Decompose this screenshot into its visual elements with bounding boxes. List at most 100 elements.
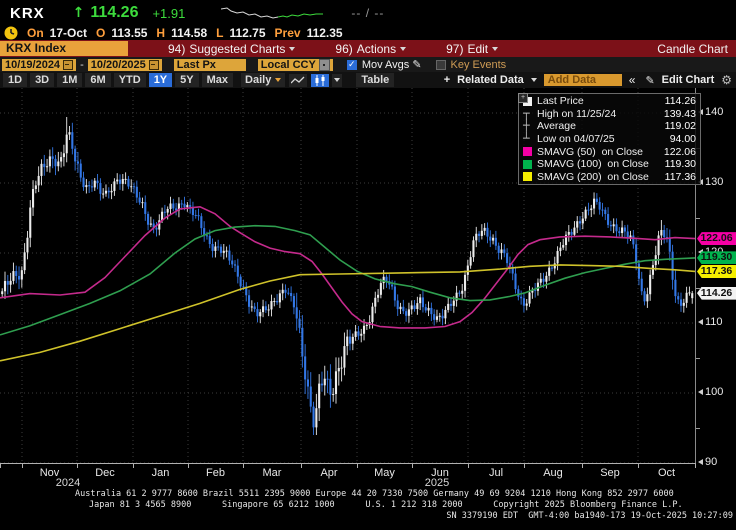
- month-label: Nov: [39, 467, 60, 479]
- mov-avgs-checkbox[interactable]: ✓: [346, 59, 357, 70]
- month-label: Aug: [543, 467, 563, 479]
- month-label: Jul: [488, 467, 504, 479]
- pencil-icon[interactable]: ✎: [412, 58, 422, 71]
- menu-edit[interactable]: 97) Edit: [446, 41, 499, 56]
- price-badge: 114.26: [697, 286, 736, 300]
- candle-chart-plot-area[interactable]: 14013012011010090122.06119.30117.36114.2…: [0, 88, 736, 468]
- last-price: 114.26: [90, 4, 139, 21]
- menu-number: 97): [446, 41, 464, 56]
- range-button-max[interactable]: Max: [201, 73, 234, 87]
- month-tick: [468, 464, 469, 468]
- session-date: 17-Oct: [49, 26, 88, 40]
- legend-label: High on 11/25/24: [537, 107, 617, 120]
- frequency-selector[interactable]: Daily: [241, 73, 286, 87]
- month-label: Oct: [657, 467, 676, 479]
- price-field-selector[interactable]: Last Px: [173, 58, 246, 71]
- time-axis: Nov Dec Jan Feb Mar Apr May Jun Jul Aug Sep Oct 2024…: [0, 463, 736, 489]
- legend-value: 117.36: [664, 170, 696, 183]
- currency-dropdown-button[interactable]: [318, 58, 330, 71]
- legend-label: Average: [537, 120, 576, 133]
- chevron-down-icon: [334, 78, 341, 82]
- range-button-ytd[interactable]: YTD: [113, 73, 146, 87]
- range-button-3d[interactable]: 3D: [30, 73, 55, 87]
- gear-icon[interactable]: ⚙: [721, 73, 732, 87]
- legend-label: SMAVG (200) on Close: [537, 170, 649, 183]
- tick-arrow-icon: [698, 319, 703, 325]
- edit-chart-button[interactable]: Edit Chart: [661, 74, 715, 86]
- frequency-value: Daily: [245, 74, 272, 86]
- calendar-icon[interactable]: [148, 59, 159, 70]
- menu-label: Actions: [356, 41, 397, 56]
- add-data-input[interactable]: Add Data: [543, 74, 622, 86]
- smavg50-marker: [523, 147, 532, 157]
- legend-label: SMAVG (50) on Close: [537, 145, 644, 158]
- prev-label: Prev: [274, 26, 301, 40]
- chart-type-dropdown[interactable]: [332, 73, 343, 87]
- year-label: 2024: [55, 477, 81, 489]
- sparkline-green-segment: [278, 13, 324, 18]
- table-button[interactable]: Table: [356, 73, 395, 87]
- related-data-button[interactable]: Related Data: [457, 74, 524, 86]
- month-tick: [0, 464, 1, 468]
- month-label: Jun: [431, 467, 449, 479]
- price-field-value: Last Px: [176, 58, 216, 71]
- price-tick-label: 140: [698, 106, 723, 118]
- calendar-icon[interactable]: [63, 59, 74, 70]
- menu-actions[interactable]: 96) Actions: [335, 41, 407, 56]
- chart-settings-toolbar: 10/19/2024 - 10/20/2025 Last Px Local CC…: [0, 57, 736, 72]
- chevron-down-icon: [530, 78, 537, 82]
- tick-arrow-icon: [698, 249, 703, 255]
- legend-value: 122.06: [663, 145, 696, 158]
- price-badge: 117.36: [697, 264, 736, 278]
- ticker-header: KRX ↑ 114.26 +1.91 -- / --: [0, 0, 736, 26]
- candle-chart-type-button[interactable]: [311, 73, 330, 87]
- key-events-label: Key Events: [450, 58, 507, 71]
- legend-label: Last Price: [537, 95, 584, 108]
- month-tick: [582, 464, 583, 468]
- month-tick: [695, 464, 696, 468]
- security-name-box[interactable]: KRX Index: [0, 41, 128, 56]
- key-events-checkbox[interactable]: [435, 59, 446, 70]
- menu-suggested-charts[interactable]: 94) Suggested Charts: [168, 42, 296, 56]
- chart-legend[interactable]: + Last Price 114.26 ┬ High on 11/25/24 1…: [518, 93, 701, 186]
- time-axis-line: [0, 463, 696, 464]
- price-tick-label: 130: [698, 176, 723, 188]
- open-label: O: [96, 26, 106, 40]
- range-button-1m[interactable]: 1M: [57, 73, 83, 87]
- price-tick-label: 90: [698, 456, 717, 468]
- low-label: L: [216, 26, 224, 40]
- legend-label: Low on 04/07/25: [537, 133, 615, 146]
- date-from-field[interactable]: 10/19/2024: [2, 58, 77, 71]
- tick-arrow-icon: [698, 389, 703, 395]
- plus-icon: +: [443, 74, 451, 86]
- currency-selector[interactable]: Local CCY: [257, 58, 333, 71]
- range-button-5y[interactable]: 5Y: [175, 73, 199, 87]
- menu-label: Edit: [467, 41, 489, 56]
- year-label: 2025: [424, 477, 450, 489]
- range-button-1y-selected[interactable]: 1Y: [148, 73, 173, 87]
- range-button-6m[interactable]: 6M: [85, 73, 111, 87]
- low-value: 112.75: [229, 26, 266, 40]
- month-tick: [77, 464, 78, 468]
- month-label: Jan: [151, 467, 170, 479]
- line-chart-type-button[interactable]: [289, 73, 308, 87]
- legend-row-smavg50: SMAVG (50) on Close 122.06: [519, 145, 700, 158]
- range-button-1d[interactable]: 1D: [3, 73, 28, 87]
- chevron-down-icon: [289, 46, 296, 51]
- date-to-field[interactable]: 10/20/2025: [87, 58, 162, 71]
- chart-type-title: Candle Chart: [657, 41, 728, 56]
- legend-expander-icon[interactable]: +: [518, 93, 528, 103]
- price-minor-tick: [696, 358, 700, 359]
- month-tick: [301, 464, 302, 468]
- prev-value: 112.35: [306, 26, 343, 40]
- footer-session-info: SN 3379190 EDT GMT-4:00 ba1940-173 19-Oc…: [446, 511, 733, 521]
- period-toolbar: 1D 3D 1M 6M YTD 1Y 5Y Max Daily Tab: [0, 72, 736, 88]
- low-marker-icon: ┴: [523, 132, 530, 146]
- month-tick: [133, 464, 134, 468]
- date-range-separator: -: [80, 58, 84, 71]
- average-marker-icon: ┼: [523, 119, 530, 133]
- tick-arrow-icon: [698, 459, 703, 465]
- collapse-panel-icon[interactable]: «: [628, 73, 636, 87]
- month-tick: [357, 464, 358, 468]
- month-label: Sep: [600, 467, 620, 479]
